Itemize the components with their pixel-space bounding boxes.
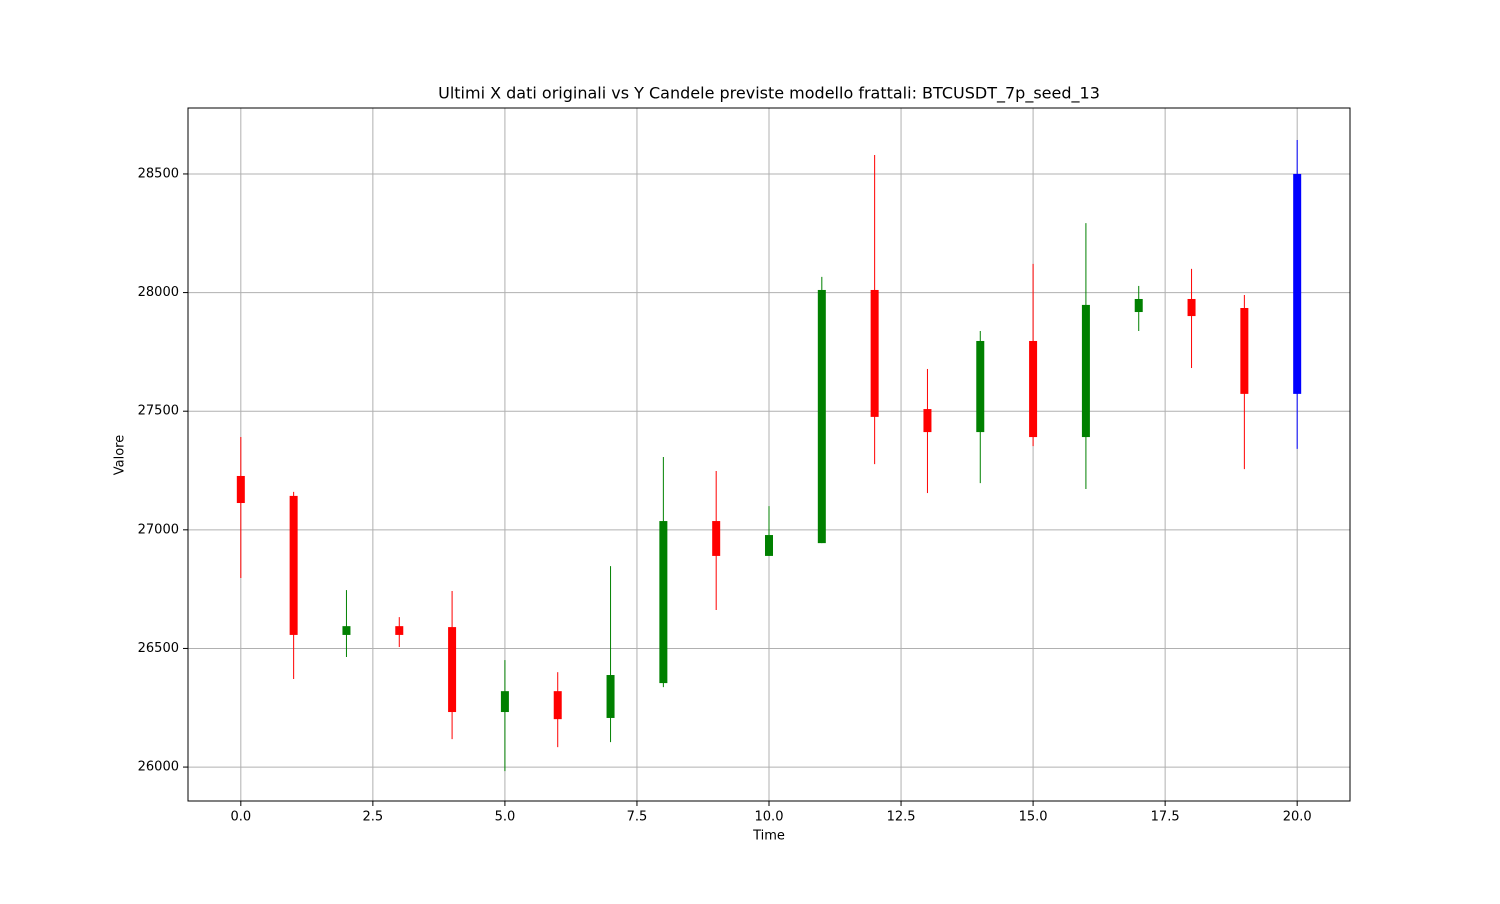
y-tick-label: 27000 <box>138 522 179 537</box>
x-tick-label: 0.0 <box>230 810 251 825</box>
x-tick-label: 15.0 <box>1019 810 1048 825</box>
x-tick-label: 20.0 <box>1283 810 1312 825</box>
candle-body <box>1240 307 1249 394</box>
y-axis-label: Valore <box>113 435 128 475</box>
candle-body <box>395 626 404 635</box>
candle-body <box>1081 304 1090 438</box>
candle-body <box>289 495 298 635</box>
candle-body <box>976 340 985 433</box>
chart-title: Ultimi X dati originali vs Y Candele pre… <box>438 84 1100 104</box>
candle-body <box>448 627 457 713</box>
x-tick-label: 12.5 <box>887 810 916 825</box>
candle-body <box>606 675 615 718</box>
x-tick-label: 7.5 <box>627 810 648 825</box>
x-tick-label: 2.5 <box>363 810 384 825</box>
candle-body <box>923 409 932 433</box>
x-axis-label: Time <box>752 829 785 844</box>
x-tick-label: 5.0 <box>495 810 516 825</box>
candle-body <box>1293 173 1302 394</box>
candle-body <box>817 289 826 544</box>
candle-body <box>1029 340 1038 438</box>
plot-frame <box>187 107 1351 802</box>
x-tick-label: 17.5 <box>1151 810 1180 825</box>
candle-body <box>712 521 721 556</box>
x-tick-label: 10.0 <box>755 810 784 825</box>
candle-body <box>342 626 351 635</box>
y-tick-label: 26500 <box>138 641 179 656</box>
candle-body <box>1134 298 1143 313</box>
y-tick-label: 27500 <box>138 404 179 419</box>
candle-body <box>870 289 879 417</box>
y-tick-label: 28000 <box>138 285 179 300</box>
y-tick-label: 26000 <box>138 760 179 775</box>
y-tick-label: 28500 <box>138 166 179 181</box>
candle-body <box>236 475 245 504</box>
candle-body <box>765 535 773 556</box>
candle-body <box>659 521 668 684</box>
candle-body <box>553 691 562 720</box>
candle-body <box>1187 298 1196 317</box>
candle-body <box>500 691 509 713</box>
